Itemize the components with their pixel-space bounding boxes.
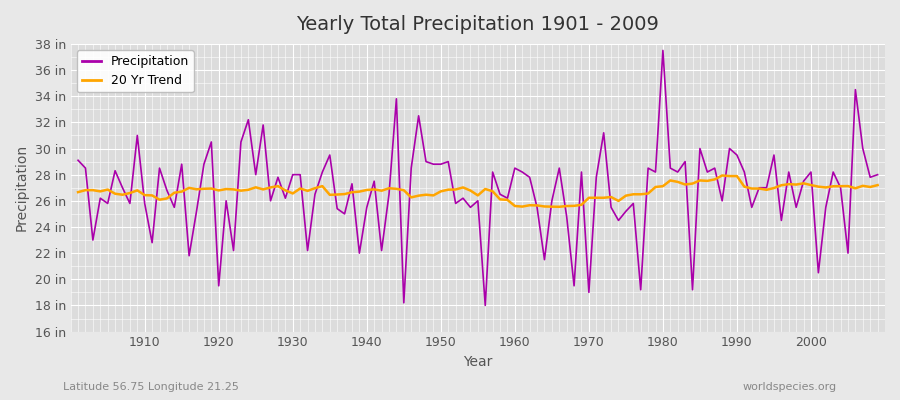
Line: 20 Yr Trend: 20 Yr Trend [78, 176, 878, 207]
Precipitation [132, 133, 143, 138]
20 Yr Trend [872, 183, 883, 188]
X-axis label: Year: Year [464, 355, 492, 369]
Precipitation [872, 172, 883, 177]
Text: Latitude 56.75 Longitude 21.25: Latitude 56.75 Longitude 21.25 [63, 382, 238, 392]
20 Yr Trend [554, 204, 564, 209]
Title: Yearly Total Precipitation 1901 - 2009: Yearly Total Precipitation 1901 - 2009 [296, 15, 660, 34]
Precipitation [339, 212, 350, 216]
20 Yr Trend [716, 173, 727, 178]
Y-axis label: Precipitation: Precipitation [15, 144, 29, 231]
20 Yr Trend [73, 190, 84, 194]
20 Yr Trend [502, 198, 513, 202]
Precipitation [517, 170, 527, 174]
20 Yr Trend [606, 195, 616, 200]
Precipitation [606, 205, 616, 210]
Precipitation [480, 303, 491, 308]
20 Yr Trend [132, 188, 143, 193]
Precipitation [658, 48, 669, 53]
20 Yr Trend [295, 186, 306, 191]
Line: Precipitation: Precipitation [78, 50, 878, 306]
Precipitation [73, 158, 84, 163]
Precipitation [509, 166, 520, 170]
Legend: Precipitation, 20 Yr Trend: Precipitation, 20 Yr Trend [76, 50, 194, 92]
20 Yr Trend [509, 204, 520, 208]
Precipitation [295, 172, 306, 177]
Text: worldspecies.org: worldspecies.org [742, 382, 837, 392]
20 Yr Trend [339, 192, 350, 196]
